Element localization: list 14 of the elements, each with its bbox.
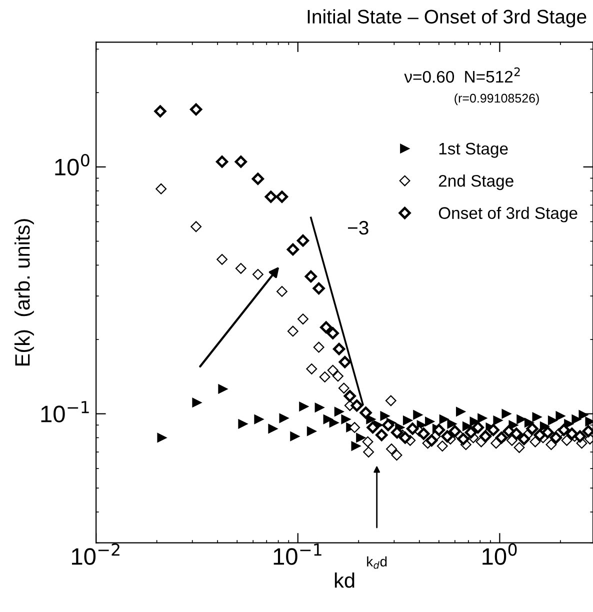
chart-title: Initial State – Onset of 3rd Stage [308,9,586,28]
x-tick-label: 10$^{−2}$ [72,543,120,565]
text: k$_{d}$d [367,556,387,569]
annotation: −3 [348,220,368,235]
y-axis-title: E(k) (arb. units) [14,219,34,366]
x-tick-label: 10$^{0}$ [482,543,517,565]
legend-label: 2nd Stage [438,174,514,190]
x-axis-title: kd [334,572,354,588]
annotation: N=512$^{2}$ [465,67,520,83]
annotation: ν=0.60 [404,70,454,83]
annotation: (r=0.99108526) [454,93,539,106]
x-tick-label: 10$^{−1}$ [274,544,322,565]
legend-label: Onset of 3rd Stage [438,206,578,222]
legend-label: 1st Stage [439,142,508,158]
